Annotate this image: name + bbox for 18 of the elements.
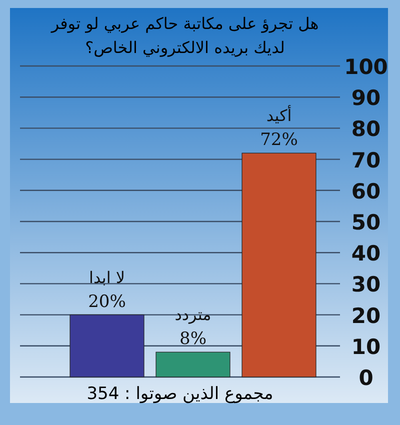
- y-tick-label: 60: [351, 179, 381, 204]
- y-tick-label: 80: [351, 117, 381, 142]
- y-tick-label: 70: [351, 148, 381, 172]
- y-tick-label: 10: [351, 334, 381, 359]
- y-tick-label: 100: [344, 55, 388, 79]
- category-label: لا ابدا: [89, 268, 125, 287]
- category-label: أكيد: [266, 106, 292, 126]
- annotation: مجموع الذين صوتوا : 354: [86, 383, 274, 405]
- y-tick-label: 40: [351, 242, 381, 266]
- value-label: 72%: [260, 130, 298, 150]
- y-tick-label: 50: [351, 210, 381, 234]
- y-tick-label: 30: [351, 272, 381, 297]
- y-tick-label: 20: [351, 304, 381, 328]
- value-label: 20%: [88, 292, 126, 312]
- title: هل تجرؤ على مكاتبة حاكم عربي لو توفر لديك بريده الالكتروني الخاص؟: [50, 13, 320, 59]
- y-tick-label: 0: [358, 366, 374, 390]
- y-tick-label: 90: [351, 86, 381, 110]
- value-label: 8%: [180, 329, 206, 350]
